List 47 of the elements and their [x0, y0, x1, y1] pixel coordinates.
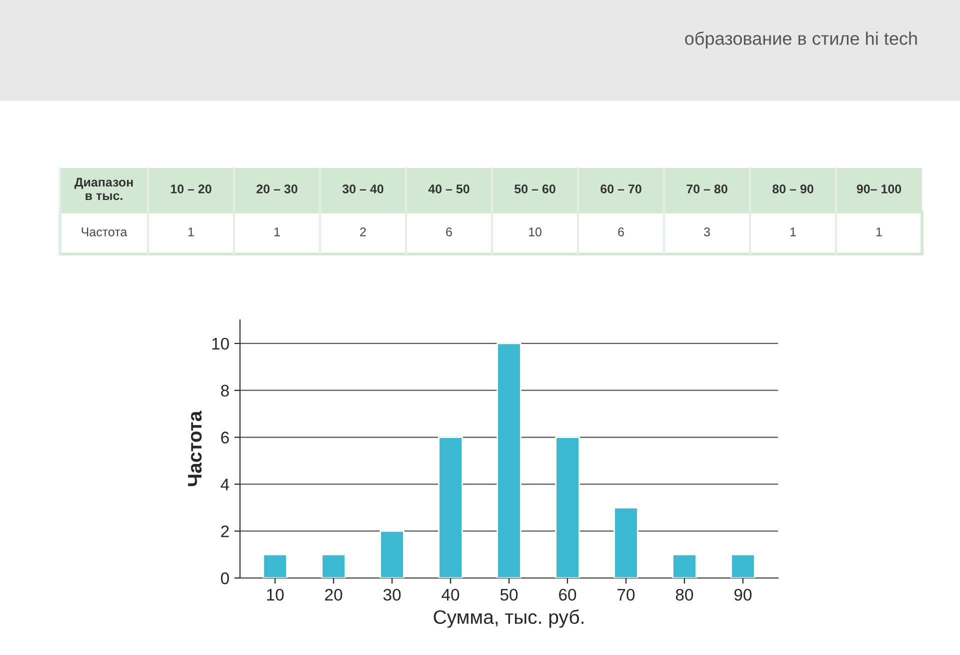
y-tick-label: 0: [220, 572, 229, 584]
bar: [672, 554, 697, 578]
bar: [380, 530, 404, 578]
bar: [730, 554, 756, 578]
bar: [614, 506, 638, 578]
text: 2: [360, 228, 366, 236]
bar: [262, 554, 288, 578]
x-tick-label: 90: [734, 588, 752, 601]
text: 10: [529, 228, 542, 236]
x-tick-label: 60: [559, 588, 576, 601]
text: 1: [188, 228, 194, 236]
text: 40 – 50: [428, 184, 470, 194]
y-tick-label: 8: [221, 384, 229, 397]
text: 60 – 70: [600, 184, 642, 194]
text: 10 – 20: [170, 184, 212, 194]
x-tick-label: 20: [325, 588, 342, 601]
text: 1: [274, 228, 280, 236]
text: 30 – 40: [342, 184, 384, 194]
text: Частота: [82, 228, 128, 236]
x-tick-label: 10: [267, 588, 284, 601]
y-tick-label: 4: [220, 478, 230, 490]
text: 80 – 90: [772, 184, 814, 194]
y-tick-label: 2: [221, 525, 229, 538]
text: Диапазон в тыс.: [74, 178, 133, 200]
x-tick-label: 30: [383, 588, 401, 601]
text: 6: [446, 228, 452, 236]
text: 3: [704, 228, 710, 236]
bar: [438, 436, 463, 578]
x-tick-label: 50: [500, 588, 518, 601]
x-axis-title: Сумма, тыс. руб.: [434, 610, 584, 628]
x-tick-label: 70: [618, 588, 635, 601]
y-tick-label: 6: [221, 432, 229, 444]
text: 6: [618, 228, 624, 236]
bar: [496, 342, 522, 578]
y-axis-title: Частота: [188, 410, 202, 486]
text: 70 – 80: [686, 184, 728, 194]
y-tick-label: 10: [212, 338, 229, 350]
x-tick-label: 40: [442, 588, 460, 601]
bar: [321, 554, 346, 578]
x-tick-label: 80: [676, 588, 694, 601]
text: образование в стиле hi tech: [685, 32, 917, 48]
text: 20 – 30: [256, 184, 298, 194]
text: 1: [790, 228, 796, 236]
bar: [555, 436, 580, 578]
text: 90– 100: [856, 184, 902, 194]
text: 50 – 60: [514, 184, 556, 194]
text: 1: [876, 228, 882, 236]
